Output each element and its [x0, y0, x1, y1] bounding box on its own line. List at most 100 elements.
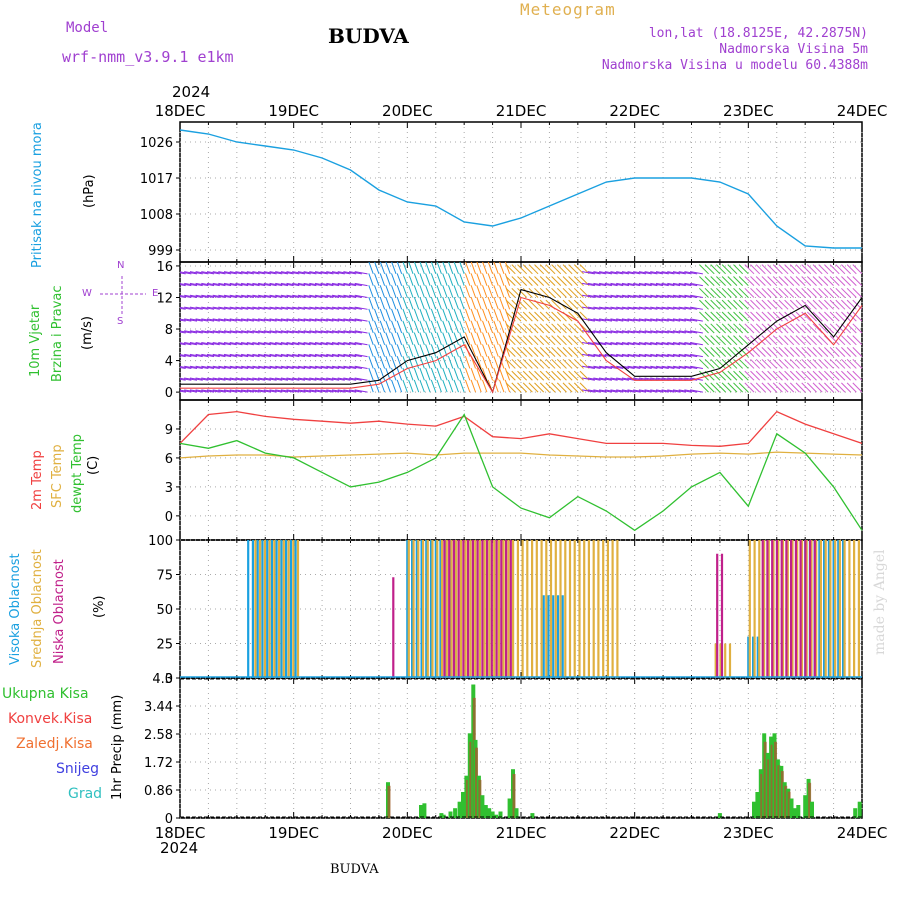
wind-barb — [534, 276, 545, 287]
wind-barb — [534, 264, 545, 275]
wind-barb — [482, 367, 488, 381]
wind-barb — [385, 320, 391, 334]
wind-barb — [425, 379, 431, 393]
wind-barb — [229, 318, 243, 322]
wind-barb — [180, 379, 181, 381]
x-tick-label-bottom: 20DEC — [382, 824, 433, 842]
wind-barb — [604, 271, 618, 275]
wind-barb — [806, 323, 817, 334]
wind-barb — [326, 306, 340, 310]
y-tick-label: 0 — [165, 386, 173, 401]
wind-barb — [528, 382, 539, 393]
precip-bar-convective — [777, 765, 781, 818]
wind-barb — [499, 262, 505, 274]
wind-barb — [195, 389, 209, 393]
wind-barb — [789, 382, 800, 393]
wind-barb — [672, 342, 686, 346]
wind-barb — [661, 365, 675, 369]
wind-barb — [425, 262, 431, 275]
wind-barb — [699, 299, 709, 310]
wind-barb — [738, 311, 749, 322]
wind-barb — [487, 367, 494, 381]
wind-barb — [789, 311, 800, 322]
wind-barb — [684, 306, 698, 310]
x-tick-label-bottom: 24DEC — [837, 824, 888, 842]
wind-barb — [218, 330, 232, 334]
wind-barb — [482, 262, 488, 274]
wind-barb — [391, 296, 397, 310]
wind-barb — [419, 285, 425, 298]
wind-barb — [269, 330, 283, 334]
wind-barb — [750, 370, 761, 381]
wind-barb — [337, 271, 351, 275]
wind-barb — [229, 294, 243, 298]
wind-barb — [738, 358, 749, 369]
precip-bar — [498, 811, 503, 818]
wind-barb — [818, 287, 829, 298]
wind-barb — [721, 358, 732, 369]
wind-barb — [627, 271, 641, 275]
wind-barb — [721, 287, 732, 298]
wind-barb — [436, 285, 442, 298]
wind-barb — [292, 318, 306, 322]
wind-barb — [297, 389, 311, 393]
wind-barb — [744, 358, 755, 369]
precip-bar — [789, 798, 794, 818]
wind-barb — [644, 389, 658, 393]
wind-barb — [504, 262, 511, 274]
wind-barb — [633, 330, 647, 334]
wind-barb — [801, 264, 812, 275]
wind-barb — [464, 367, 471, 381]
wind-barb — [835, 382, 846, 393]
wind-barb — [235, 306, 249, 310]
wind-barb — [180, 271, 192, 275]
wind-barb — [616, 377, 630, 381]
wind-barb — [551, 382, 562, 393]
wind-barb — [459, 285, 465, 298]
wind-barb — [374, 296, 380, 310]
wind-barb — [644, 271, 658, 275]
wind-barb — [528, 311, 539, 322]
wind-barb — [269, 282, 283, 287]
wind-barb — [699, 311, 709, 322]
wind-barb — [297, 342, 311, 346]
wind-barb — [721, 382, 732, 393]
wind-barb — [551, 323, 562, 334]
wind-barb — [189, 318, 203, 322]
wind-barb — [487, 296, 494, 310]
wind-barb — [562, 299, 573, 310]
precip-bar-convective — [465, 779, 469, 818]
wind-barb — [280, 377, 294, 381]
wind-barb — [402, 332, 408, 345]
wind-barb — [258, 271, 272, 275]
wind-barb — [180, 389, 192, 393]
wind-barb — [476, 308, 482, 322]
wind-barb — [212, 306, 226, 310]
wind-barb — [755, 299, 766, 310]
wind-barb — [727, 323, 738, 334]
wind-barb — [218, 353, 232, 358]
wind-barb — [778, 323, 789, 334]
wind-barb — [655, 294, 669, 298]
wind-barb — [354, 318, 368, 322]
wind-barb — [425, 367, 431, 381]
wind-barb — [795, 370, 806, 381]
wind-barb — [801, 276, 812, 287]
wind-barb — [511, 323, 522, 334]
wind-barb — [795, 347, 806, 357]
wind-barb — [587, 282, 601, 287]
wind-barb — [396, 379, 403, 393]
model-label: Model — [66, 20, 109, 36]
wind-barb — [436, 262, 442, 274]
wind-barb — [616, 282, 630, 287]
compass-e: E — [152, 288, 159, 299]
wind-barb — [320, 271, 334, 275]
precip-bar — [755, 792, 760, 818]
wind-barb — [379, 308, 386, 322]
wind-barb — [425, 296, 431, 310]
wind-barb — [447, 320, 454, 334]
wind-barb — [430, 379, 437, 393]
wind-barb — [789, 264, 800, 275]
wind-barb — [784, 370, 795, 381]
wind-barb — [616, 318, 630, 322]
